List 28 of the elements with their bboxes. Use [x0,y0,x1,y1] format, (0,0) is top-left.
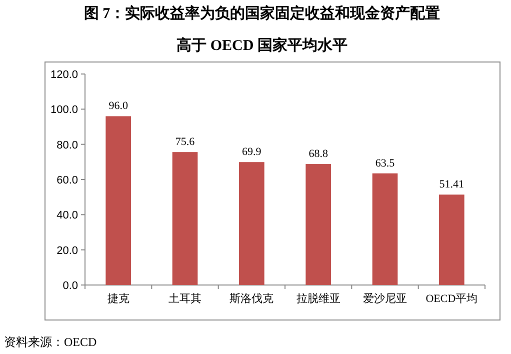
bar [106,116,131,285]
x-tick-label: OECD平均 [426,293,478,305]
bar [306,164,331,285]
data-label: 68.8 [308,148,328,160]
y-tick-label: 20.0 [56,244,78,257]
text: 资料来源：OECD [4,335,97,349]
y-tick-label: 80.0 [56,139,78,152]
y-tick-label: 0.0 [62,280,78,292]
bar [372,173,398,285]
x-tick-label: 捷克 [107,292,130,305]
chart-title: 图 7：实际收益率为负的国家固定收益和现金资产配置 [84,4,440,22]
y-tick-label: 120.0 [50,69,78,81]
data-label: 63.5 [375,157,396,170]
x-tick-label: 土耳其 [168,292,202,305]
y-tick-label: 100.0 [50,104,78,116]
y-tick-label: 40.0 [56,210,78,222]
x-tick-label: 拉脱维亚 [296,292,340,305]
data-label: 75.6 [175,136,196,148]
bar [439,194,464,285]
bar [172,152,198,285]
data-label: 96.0 [108,100,128,112]
chart-subtitle: 高于 OECD 国家平均水平 [176,36,348,54]
bar [239,162,264,285]
data-label: 51.41 [439,178,464,191]
x-tick-label: 斯洛伐克 [230,292,274,305]
x-tick-label: 爱沙尼亚 [363,292,407,305]
data-label: 69.9 [242,146,262,158]
y-tick-label: 60.0 [56,174,78,186]
